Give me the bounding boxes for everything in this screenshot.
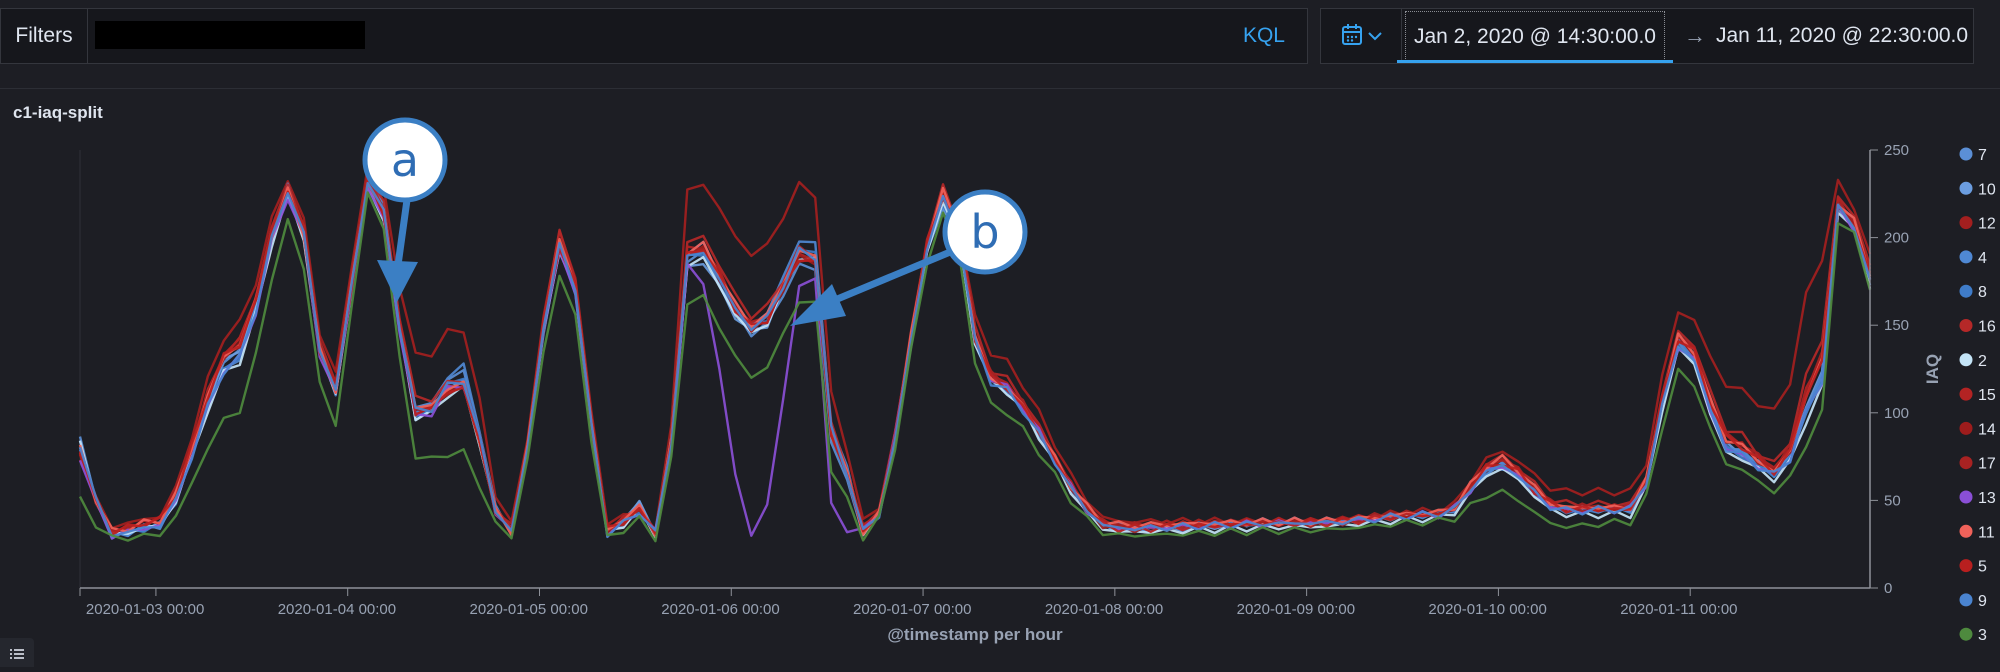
legend-label: 9 — [1978, 593, 1987, 610]
callout-arrowhead-b — [790, 284, 846, 326]
x-tick-label: 2020-01-07 00:00 — [853, 601, 971, 618]
callout-a-bubble — [362, 117, 448, 203]
legend-swatch — [1959, 216, 1973, 230]
legend-swatch — [1959, 353, 1973, 367]
callout-b-bubble — [942, 189, 1028, 275]
y-tick-label: 50 — [1884, 492, 1901, 509]
y-tick-label: 0 — [1884, 580, 1892, 597]
legend-item-13[interactable]: 13 — [1959, 490, 1996, 507]
legend-item-17[interactable]: 17 — [1959, 456, 1996, 473]
start-date-underline — [1397, 60, 1673, 63]
legend-item-10[interactable]: 10 — [1959, 181, 1996, 198]
legend-toggle-button[interactable] — [0, 638, 34, 667]
legend-label: 14 — [1978, 421, 1996, 438]
legend-item-4[interactable]: 4 — [1959, 250, 1988, 267]
arrow-right-icon: → — [1684, 23, 1706, 48]
legend-item-7[interactable]: 7 — [1959, 147, 1988, 164]
calendar-icon — [1342, 24, 1382, 45]
filter-bar: Filters KQL — [0, 8, 1308, 64]
series-line-9 — [78, 181, 1872, 539]
legend-item-15[interactable]: 15 — [1959, 387, 1996, 404]
legend-label: 13 — [1978, 490, 1996, 507]
legend-swatch — [1959, 181, 1973, 195]
legend-label: 12 — [1978, 216, 1996, 233]
date-picker: Jan 2, 2020 @ 14:30:00.0 → Jan 11, 2020 … — [1320, 8, 1974, 64]
legend-label: 4 — [1978, 250, 1987, 267]
legend-item-12[interactable]: 12 — [1959, 216, 1996, 233]
legend-item-14[interactable]: 14 — [1959, 421, 1996, 438]
kql-toggle[interactable]: KQL — [1242, 24, 1285, 47]
legend-item-8[interactable]: 8 — [1959, 284, 1988, 301]
legend-label: 16 — [1978, 319, 1996, 336]
y-tick-label: 250 — [1884, 142, 1909, 159]
callout-arrowhead-a — [377, 260, 418, 302]
y-tick-label: 200 — [1884, 230, 1909, 247]
y-tick-label: 150 — [1884, 317, 1909, 334]
x-tick-label: 2020-01-11 00:00 — [1620, 601, 1737, 618]
legend-label: 7 — [1978, 147, 1987, 164]
y-axis-title: IAQ — [1923, 354, 1942, 384]
query-bar: Filters KQL Jan 2, 2020 @ 14:30:00.0 → J… — [0, 0, 2000, 74]
legend-item-5[interactable]: 5 — [1959, 559, 1988, 576]
list-icon — [10, 649, 24, 659]
x-tick-label: 2020-01-05 00:00 — [469, 601, 587, 618]
legend-swatch — [1959, 490, 1973, 504]
x-tick-label: 2020-01-04 00:00 — [278, 601, 396, 618]
quick-menu-button[interactable] — [1321, 9, 1402, 63]
legend-item-11[interactable]: 11 — [1959, 524, 1995, 541]
legend-label: 8 — [1978, 284, 1987, 301]
legend-swatch — [1959, 421, 1973, 435]
x-tick-label: 2020-01-10 00:00 — [1428, 601, 1546, 618]
legend-item-16[interactable]: 16 — [1959, 319, 1996, 336]
legend-label: 11 — [1978, 524, 1995, 541]
series-line-3 — [78, 191, 1872, 543]
legend-item-3[interactable]: 3 — [1959, 627, 1988, 644]
x-tick-label: 2020-01-03 00:00 — [86, 601, 204, 618]
legend-label: 3 — [1978, 627, 1987, 644]
legend-swatch — [1959, 524, 1973, 538]
panel-title: c1-iaq-split — [13, 103, 103, 122]
legend-swatch — [1959, 627, 1973, 641]
query-input[interactable] — [95, 21, 365, 49]
legend-swatch — [1959, 559, 1973, 573]
legend-label: 10 — [1978, 181, 1996, 198]
legend-swatch — [1959, 284, 1973, 298]
legend-item-2[interactable]: 2 — [1959, 353, 1988, 370]
end-date-button[interactable]: Jan 11, 2020 @ 22:30:00.0 — [1715, 24, 1969, 47]
legend-label: 2 — [1978, 353, 1987, 370]
filters-button[interactable]: Filters — [1, 9, 88, 63]
callout-a-label: a — [391, 133, 419, 187]
callout-arrow-b — [833, 246, 957, 304]
legend-swatch — [1959, 319, 1973, 332]
x-tick-label: 2020-01-08 00:00 — [1045, 601, 1163, 618]
legend-swatch — [1959, 250, 1973, 264]
y-tick-label: 100 — [1884, 405, 1909, 422]
legend-item-9[interactable]: 9 — [1959, 593, 1988, 610]
legend-swatch — [1959, 387, 1973, 401]
legend-swatch — [1959, 147, 1973, 161]
legend-label: 5 — [1978, 559, 1987, 576]
x-axis-title: @timestamp per hour — [887, 625, 1063, 644]
legend-swatch — [1959, 593, 1973, 607]
x-tick-label: 2020-01-09 00:00 — [1237, 601, 1355, 618]
chevron-down-icon — [1368, 32, 1382, 41]
callout-arrow-a — [394, 199, 411, 266]
legend-swatch — [1959, 456, 1973, 470]
callout-b-label: b — [970, 205, 999, 259]
x-tick-label: 2020-01-06 00:00 — [661, 601, 779, 618]
legend-label: 17 — [1978, 456, 1996, 473]
legend-label: 15 — [1978, 387, 1996, 404]
